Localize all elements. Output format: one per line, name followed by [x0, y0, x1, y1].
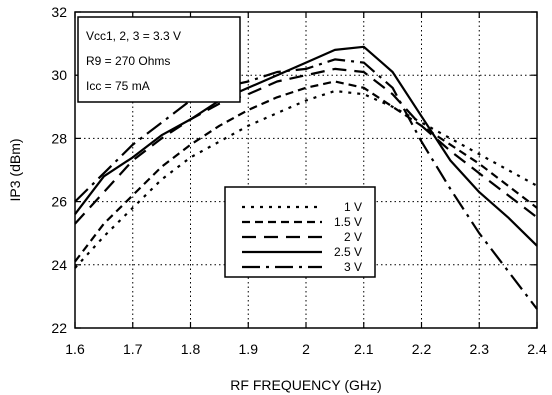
x-tick-label: 1.9: [239, 341, 259, 357]
series-line-2-5-vv: [74, 45, 538, 247]
conditions-annotation-box: Vcc1, 2, 3 = 3.3 V R9 = 270 Ohms Icc = 7…: [77, 16, 241, 103]
series-line-1-vv: [74, 89, 538, 269]
annotation-r9: R9 = 270 Ohms: [86, 54, 170, 68]
x-tick-label: 1.8: [181, 341, 201, 357]
x-tick-label: 2.1: [354, 341, 374, 357]
y-tick-label: 22: [51, 320, 67, 336]
x-tick-label: 2.4: [527, 341, 547, 357]
legend-items: 1 V1.5 V2 V2.5 V3 V: [242, 200, 362, 274]
y-tick-label: 28: [51, 130, 67, 146]
x-tick-label: 2.2: [412, 341, 432, 357]
legend-label: 1 V: [344, 200, 362, 214]
legend-frame: [224, 186, 376, 278]
y-tick-label: 30: [51, 67, 67, 83]
legend-label: 1.5 V: [334, 215, 362, 229]
x-tick-label: 1.7: [123, 341, 143, 357]
legend-label: 2.5 V: [334, 245, 362, 259]
series-line-2-vv: [74, 67, 538, 225]
legend-label: 3 V: [344, 260, 362, 274]
y-tick-label: 24: [51, 257, 67, 273]
x-tick-labels: 1.6 1.7 1.8 1.9 2 2.1 2.2 2.3 2.4: [65, 341, 547, 357]
series-layer: [74, 45, 538, 310]
y-tick-label: 26: [51, 194, 67, 210]
annotation-vcc: Vcc1, 2, 3 = 3.3 V: [86, 29, 181, 43]
x-tick-label: 2: [302, 341, 310, 357]
annotation-icc: Icc = 75 mA: [86, 79, 150, 93]
y-axis-label: IP3 (dBm): [7, 138, 23, 201]
series-line-3-vv: [74, 58, 538, 310]
y-tick-label: 32: [51, 4, 67, 20]
annotation-frame: [77, 16, 241, 103]
series-line-1-5-vv: [74, 80, 538, 263]
y-tick-labels: 22 24 26 28 30 32: [51, 4, 67, 336]
x-axis-label: RF FREQUENCY (GHz): [230, 377, 381, 393]
x-tick-label: 2.3: [470, 341, 490, 357]
x-tick-label: 1.6: [65, 341, 85, 357]
legend: 1 V1.5 V2 V2.5 V3 V: [224, 186, 376, 278]
legend-label: 2 V: [344, 230, 362, 244]
